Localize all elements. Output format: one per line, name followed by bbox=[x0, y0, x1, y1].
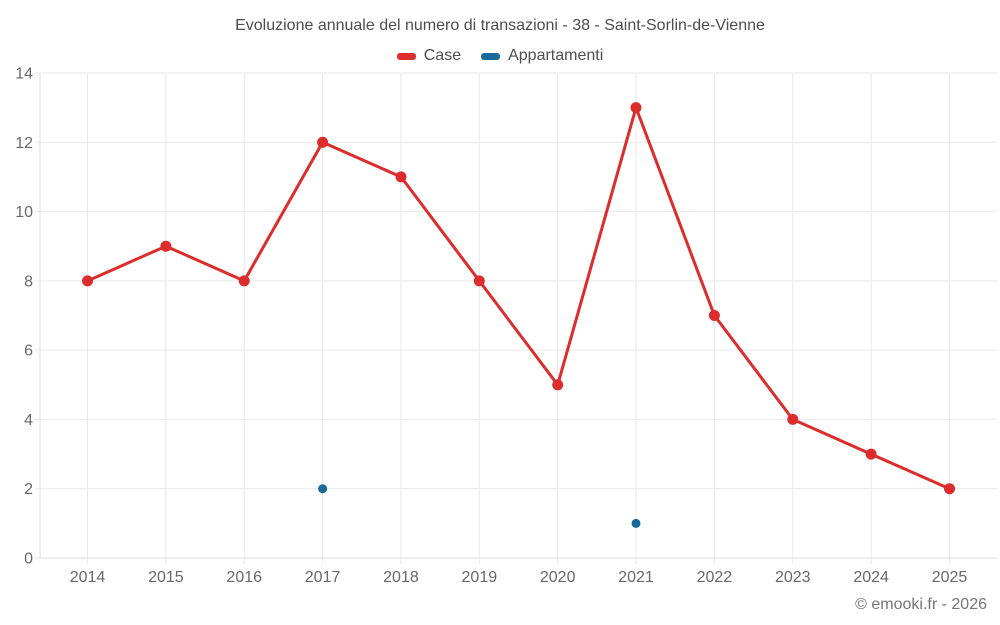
copyright-credit: © emooki.fr - 2026 bbox=[855, 596, 987, 613]
legend-item-appartamenti[interactable]: Appartamenti bbox=[481, 47, 603, 65]
data-point-case-2017[interactable] bbox=[317, 136, 329, 148]
data-point-case-2021[interactable] bbox=[630, 102, 642, 114]
chart-legend: Case Appartamenti bbox=[0, 47, 1000, 65]
x-tick-label: 2023 bbox=[775, 569, 811, 586]
x-tick-label: 2021 bbox=[618, 569, 654, 586]
data-point-appartamenti-2021[interactable] bbox=[631, 518, 641, 528]
x-tick-label: 2018 bbox=[383, 569, 419, 586]
x-tick-label: 2019 bbox=[462, 569, 498, 586]
legend-label-case: Case bbox=[423, 47, 462, 64]
legend-label-appartamenti: Appartamenti bbox=[508, 47, 604, 64]
x-tick-label: 2016 bbox=[226, 569, 262, 586]
legend-swatch-appartamenti-icon bbox=[481, 52, 501, 60]
x-tick-label: 2022 bbox=[697, 569, 733, 586]
data-point-case-2020[interactable] bbox=[552, 379, 564, 391]
data-point-case-2018[interactable] bbox=[395, 171, 407, 183]
data-point-case-2014[interactable] bbox=[82, 275, 93, 287]
x-tick-label: 2015 bbox=[148, 569, 184, 586]
y-tick-label: 4 bbox=[24, 412, 33, 429]
legend-swatch-case-icon bbox=[396, 52, 416, 60]
y-tick-label: 8 bbox=[24, 273, 33, 290]
legend-item-case[interactable]: Case bbox=[396, 47, 462, 65]
series-line-case bbox=[86, 106, 951, 491]
data-point-case-2025[interactable] bbox=[944, 483, 955, 495]
y-tick-label: 10 bbox=[15, 204, 33, 221]
data-point-appartamenti-2017[interactable] bbox=[318, 484, 328, 494]
data-point-case-2022[interactable] bbox=[708, 310, 720, 321]
y-tick-label: 14 bbox=[15, 66, 33, 83]
x-tick-label: 2017 bbox=[305, 569, 341, 586]
y-tick-label: 0 bbox=[24, 551, 33, 568]
x-tick-label: 2024 bbox=[853, 569, 889, 586]
x-tick-label: 2014 bbox=[70, 569, 106, 586]
x-tick-label: 2020 bbox=[540, 569, 576, 586]
x-tick-label: 2025 bbox=[932, 569, 968, 586]
y-tick-label: 2 bbox=[24, 481, 33, 498]
data-point-case-2023[interactable] bbox=[787, 413, 799, 425]
data-point-case-2024[interactable] bbox=[865, 448, 877, 460]
y-tick-label: 12 bbox=[15, 135, 33, 152]
data-point-case-2016[interactable] bbox=[238, 275, 250, 287]
y-tick-label: 6 bbox=[24, 343, 33, 360]
data-point-case-2015[interactable] bbox=[160, 240, 172, 252]
data-point-case-2019[interactable] bbox=[473, 275, 485, 287]
chart-title: Evoluzione annuale del numero di transaz… bbox=[235, 17, 765, 34]
